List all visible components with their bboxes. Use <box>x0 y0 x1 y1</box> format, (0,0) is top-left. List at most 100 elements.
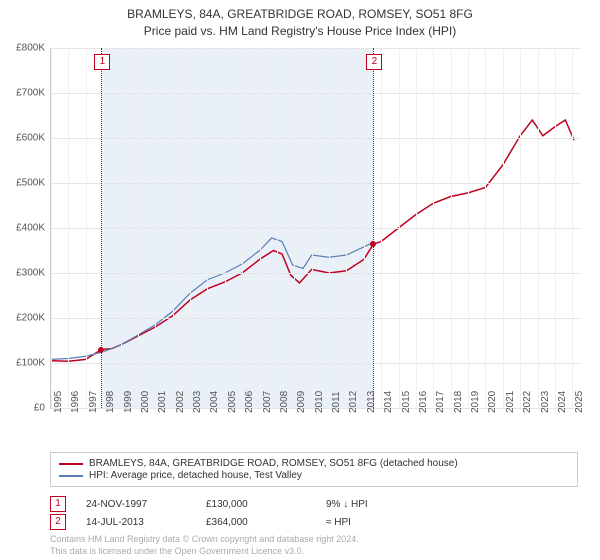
transaction-row: 2 14-JUL-2013 £364,000 ≈ HPI <box>50 514 560 530</box>
x-axis-label: 2024 <box>557 391 568 413</box>
y-axis-label: £500K <box>0 178 45 189</box>
transaction-price: £364,000 <box>206 517 306 528</box>
x-axis-label: 2005 <box>227 391 238 413</box>
x-gridline <box>242 48 243 408</box>
x-axis-label: 2017 <box>435 391 446 413</box>
x-gridline <box>399 48 400 408</box>
x-axis-label: 2011 <box>331 391 342 413</box>
x-gridline <box>173 48 174 408</box>
x-axis-label: 1999 <box>123 391 134 413</box>
x-gridline <box>51 48 52 408</box>
title-line-2: Price paid vs. HM Land Registry's House … <box>0 23 600 40</box>
sale-dot <box>370 241 376 247</box>
x-gridline <box>572 48 573 408</box>
x-axis-label: 2022 <box>522 391 533 413</box>
x-gridline <box>520 48 521 408</box>
x-gridline <box>364 48 365 408</box>
legend-swatch <box>59 475 83 477</box>
x-axis-label: 2003 <box>192 391 203 413</box>
sale-marker-badge: 1 <box>94 54 110 70</box>
x-axis-label: 2023 <box>540 391 551 413</box>
x-axis-label: 2010 <box>314 391 325 413</box>
x-axis-label: 2007 <box>262 391 273 413</box>
x-gridline <box>294 48 295 408</box>
y-gridline <box>51 363 581 364</box>
x-axis-label: 1995 <box>53 391 64 413</box>
transaction-hpi: 9% ↓ HPI <box>326 499 426 510</box>
x-axis-label: 1996 <box>70 391 81 413</box>
x-gridline <box>485 48 486 408</box>
x-axis-label: 2008 <box>279 391 290 413</box>
x-gridline <box>312 48 313 408</box>
x-gridline <box>190 48 191 408</box>
legend-swatch <box>59 463 83 465</box>
x-gridline <box>468 48 469 408</box>
legend-item: BRAMLEYS, 84A, GREATBRIDGE ROAD, ROMSEY,… <box>59 458 569 469</box>
transaction-row: 1 24-NOV-1997 £130,000 9% ↓ HPI <box>50 496 560 512</box>
transaction-badge: 1 <box>50 496 66 512</box>
x-gridline <box>346 48 347 408</box>
chart-area: 12 £0£100K£200K£300K£400K£500K£600K£700K… <box>50 48 580 438</box>
y-gridline <box>51 48 581 49</box>
x-gridline <box>277 48 278 408</box>
x-gridline <box>103 48 104 408</box>
y-axis-label: £700K <box>0 88 45 99</box>
title-line-1: BRAMLEYS, 84A, GREATBRIDGE ROAD, ROMSEY,… <box>0 6 600 23</box>
x-gridline <box>207 48 208 408</box>
x-axis-label: 2012 <box>348 391 359 413</box>
transaction-hpi: ≈ HPI <box>326 517 426 528</box>
x-axis-label: 2002 <box>175 391 186 413</box>
x-axis-label: 2019 <box>470 391 481 413</box>
x-axis-label: 2016 <box>418 391 429 413</box>
footer-line-1: Contains HM Land Registry data © Crown c… <box>50 534 359 546</box>
x-axis-label: 2014 <box>383 391 394 413</box>
x-axis-label: 1997 <box>88 391 99 413</box>
chart-title: BRAMLEYS, 84A, GREATBRIDGE ROAD, ROMSEY,… <box>0 0 600 40</box>
x-axis-label: 2004 <box>209 391 220 413</box>
transaction-price: £130,000 <box>206 499 306 510</box>
x-axis-label: 2009 <box>296 391 307 413</box>
x-gridline <box>416 48 417 408</box>
y-axis-label: £0 <box>0 403 45 414</box>
sale-marker-line <box>373 48 374 408</box>
x-axis-label: 2018 <box>453 391 464 413</box>
transaction-date: 24-NOV-1997 <box>86 499 186 510</box>
footer-line-2: This data is licensed under the Open Gov… <box>50 546 359 558</box>
x-gridline <box>433 48 434 408</box>
x-gridline <box>260 48 261 408</box>
transaction-table: 1 24-NOV-1997 £130,000 9% ↓ HPI 2 14-JUL-2013… <box>50 494 560 532</box>
x-gridline <box>68 48 69 408</box>
series-hpi <box>51 238 373 360</box>
x-gridline <box>555 48 556 408</box>
y-axis-label: £400K <box>0 223 45 234</box>
x-gridline <box>538 48 539 408</box>
x-axis-label: 2001 <box>157 391 168 413</box>
y-axis-label: £100K <box>0 358 45 369</box>
x-axis-label: 2025 <box>574 391 585 413</box>
y-gridline <box>51 183 581 184</box>
x-axis-label: 2015 <box>401 391 412 413</box>
x-axis-label: 2013 <box>366 391 377 413</box>
x-gridline <box>155 48 156 408</box>
legend-label: HPI: Average price, detached house, Test… <box>89 470 302 481</box>
footer-attribution: Contains HM Land Registry data © Crown c… <box>50 534 359 557</box>
x-gridline <box>503 48 504 408</box>
plot-area: 12 <box>50 48 581 409</box>
transaction-date: 14-JUL-2013 <box>86 517 186 528</box>
y-gridline <box>51 318 581 319</box>
x-axis-label: 2021 <box>505 391 516 413</box>
x-axis-label: 2000 <box>140 391 151 413</box>
y-axis-label: £200K <box>0 313 45 324</box>
x-gridline <box>329 48 330 408</box>
y-axis-label: £600K <box>0 133 45 144</box>
sale-marker-line <box>101 48 102 408</box>
x-gridline <box>138 48 139 408</box>
x-gridline <box>451 48 452 408</box>
x-gridline <box>86 48 87 408</box>
y-gridline <box>51 93 581 94</box>
y-gridline <box>51 138 581 139</box>
transaction-badge: 2 <box>50 514 66 530</box>
chart-container: BRAMLEYS, 84A, GREATBRIDGE ROAD, ROMSEY,… <box>0 0 600 560</box>
y-gridline <box>51 228 581 229</box>
x-axis-label: 1998 <box>105 391 116 413</box>
